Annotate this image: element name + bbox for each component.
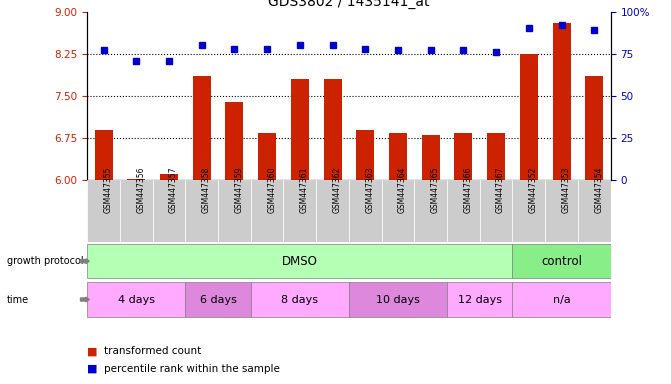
Bar bbox=[160, 174, 178, 180]
Text: GSM447356: GSM447356 bbox=[136, 166, 146, 213]
Title: GDS3802 / 1435141_at: GDS3802 / 1435141_at bbox=[268, 0, 429, 9]
Text: 12 days: 12 days bbox=[458, 295, 502, 305]
Bar bbox=[545, 180, 578, 242]
Bar bbox=[95, 130, 113, 180]
Bar bbox=[513, 244, 611, 278]
Bar bbox=[185, 180, 218, 242]
Bar bbox=[578, 180, 611, 242]
Bar bbox=[487, 132, 505, 180]
Bar bbox=[520, 54, 538, 180]
Text: GSM447358: GSM447358 bbox=[202, 167, 211, 213]
Bar bbox=[127, 179, 146, 180]
Text: percentile rank within the sample: percentile rank within the sample bbox=[104, 364, 280, 374]
Bar bbox=[316, 180, 349, 242]
Text: GSM447361: GSM447361 bbox=[300, 167, 309, 213]
Bar bbox=[447, 180, 480, 242]
Text: GSM447360: GSM447360 bbox=[267, 166, 276, 213]
Text: GSM447367: GSM447367 bbox=[496, 166, 505, 213]
Text: GSM447357: GSM447357 bbox=[169, 166, 178, 213]
Bar bbox=[87, 180, 120, 242]
Text: growth protocol: growth protocol bbox=[7, 256, 83, 266]
Bar bbox=[218, 180, 251, 242]
Bar bbox=[513, 180, 545, 242]
Text: 6 days: 6 days bbox=[200, 295, 236, 305]
Bar bbox=[283, 180, 316, 242]
Bar bbox=[454, 132, 472, 180]
Text: 4 days: 4 days bbox=[118, 295, 155, 305]
Text: time: time bbox=[7, 295, 29, 305]
Text: transformed count: transformed count bbox=[104, 346, 201, 356]
Text: 8 days: 8 days bbox=[281, 295, 318, 305]
Bar bbox=[513, 282, 611, 317]
Text: control: control bbox=[541, 255, 582, 268]
Text: n/a: n/a bbox=[553, 295, 570, 305]
Bar bbox=[291, 79, 309, 180]
Text: 10 days: 10 days bbox=[376, 295, 420, 305]
Text: GSM447363: GSM447363 bbox=[365, 166, 374, 213]
Bar bbox=[414, 180, 447, 242]
Bar bbox=[225, 102, 244, 180]
Bar bbox=[120, 180, 153, 242]
Text: ■: ■ bbox=[87, 364, 98, 374]
Text: GSM447359: GSM447359 bbox=[234, 166, 244, 213]
Bar bbox=[552, 23, 570, 180]
Bar bbox=[389, 132, 407, 180]
Bar bbox=[349, 282, 447, 317]
Text: GSM447354: GSM447354 bbox=[595, 166, 603, 213]
Bar bbox=[251, 282, 349, 317]
Text: GSM447366: GSM447366 bbox=[464, 166, 472, 213]
Bar bbox=[193, 76, 211, 180]
Bar bbox=[87, 244, 513, 278]
Bar bbox=[421, 136, 440, 180]
Bar bbox=[323, 79, 342, 180]
Text: GSM447355: GSM447355 bbox=[103, 166, 113, 213]
Bar bbox=[349, 180, 382, 242]
Bar bbox=[251, 180, 283, 242]
Text: GSM447364: GSM447364 bbox=[398, 166, 407, 213]
Text: GSM447365: GSM447365 bbox=[431, 166, 440, 213]
Bar bbox=[480, 180, 513, 242]
Bar bbox=[258, 132, 276, 180]
Bar bbox=[585, 76, 603, 180]
Text: GSM447352: GSM447352 bbox=[529, 167, 538, 213]
Text: ■: ■ bbox=[87, 346, 98, 356]
Bar bbox=[153, 180, 185, 242]
Bar bbox=[185, 282, 251, 317]
Bar bbox=[356, 130, 374, 180]
Bar bbox=[382, 180, 414, 242]
Bar bbox=[447, 282, 513, 317]
Bar bbox=[87, 282, 185, 317]
Text: GSM447362: GSM447362 bbox=[333, 167, 342, 213]
Text: GSM447353: GSM447353 bbox=[562, 166, 570, 213]
Text: DMSO: DMSO bbox=[282, 255, 318, 268]
